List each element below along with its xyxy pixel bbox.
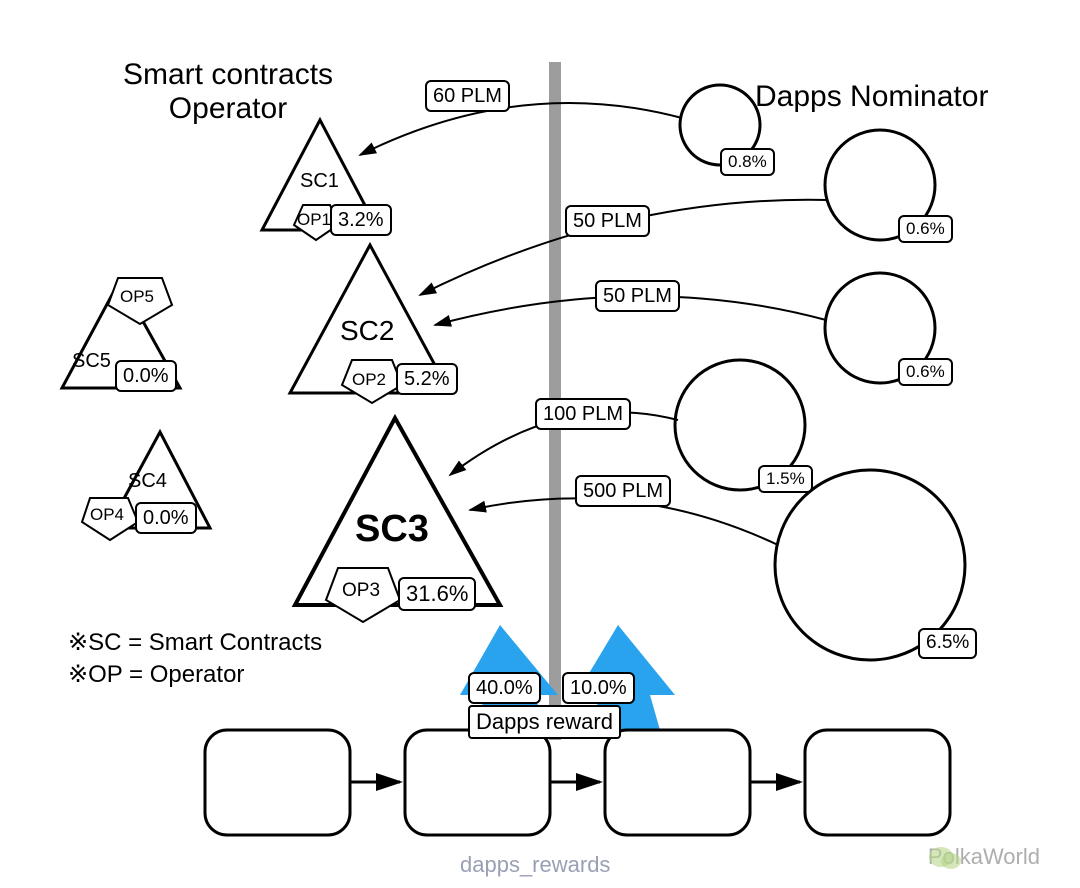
- caption: dapps_rewards: [460, 852, 610, 878]
- sc2-label: SC2: [340, 315, 394, 347]
- nom2-pct: 0.6%: [898, 215, 953, 243]
- sc3-pct: 31.6%: [398, 577, 476, 611]
- diagram-stage: Smart contracts Operator Dapps Nominator…: [0, 0, 1080, 888]
- plm-3: 50 PLM: [595, 280, 680, 312]
- edge-n1-sc1: [360, 103, 682, 155]
- sc3-label: SC3: [355, 508, 429, 551]
- sc5-pct: 0.0%: [115, 360, 177, 392]
- nom5-pct: 6.5%: [918, 628, 977, 659]
- plm-2: 50 PLM: [565, 205, 650, 237]
- diagram-svg: [0, 0, 1080, 888]
- op2-label: OP2: [352, 370, 386, 390]
- op5-label: OP5: [120, 287, 154, 307]
- reward-label: Dapps reward: [468, 705, 621, 739]
- plm-5: 500 PLM: [575, 475, 671, 507]
- reward-left-pct: 40.0%: [468, 672, 541, 704]
- title-left: Smart contracts Operator: [88, 58, 368, 126]
- nom3-pct: 0.6%: [898, 358, 953, 386]
- nom4-pct: 1.5%: [758, 465, 813, 493]
- legend-line2: ※OP = Operator: [68, 660, 244, 689]
- sc2-pct: 5.2%: [396, 363, 458, 395]
- footer-brand: PolkaWorld: [928, 844, 1040, 870]
- plm-1: 60 PLM: [425, 80, 510, 112]
- title-left-line2: Operator: [88, 92, 368, 126]
- plm-4: 100 PLM: [535, 398, 631, 430]
- wechat-icon: [928, 844, 962, 872]
- title-right: Dapps Nominator: [755, 80, 988, 114]
- block-chain: [205, 730, 950, 835]
- op3-label: OP3: [342, 580, 380, 602]
- op1-label: OP1: [297, 210, 331, 230]
- reward-right-pct: 10.0%: [562, 672, 635, 704]
- sc4-pct: 0.0%: [135, 502, 197, 534]
- op4-label: OP4: [90, 505, 124, 525]
- sc4-label: SC4: [128, 470, 167, 493]
- sc1-pct: 3.2%: [330, 204, 392, 236]
- sc1-label: SC1: [300, 170, 339, 193]
- title-left-line1: Smart contracts: [88, 58, 368, 92]
- sc5-label: SC5: [72, 350, 111, 373]
- legend-line1: ※SC = Smart Contracts: [68, 628, 322, 657]
- nom1-pct: 0.8%: [720, 148, 775, 176]
